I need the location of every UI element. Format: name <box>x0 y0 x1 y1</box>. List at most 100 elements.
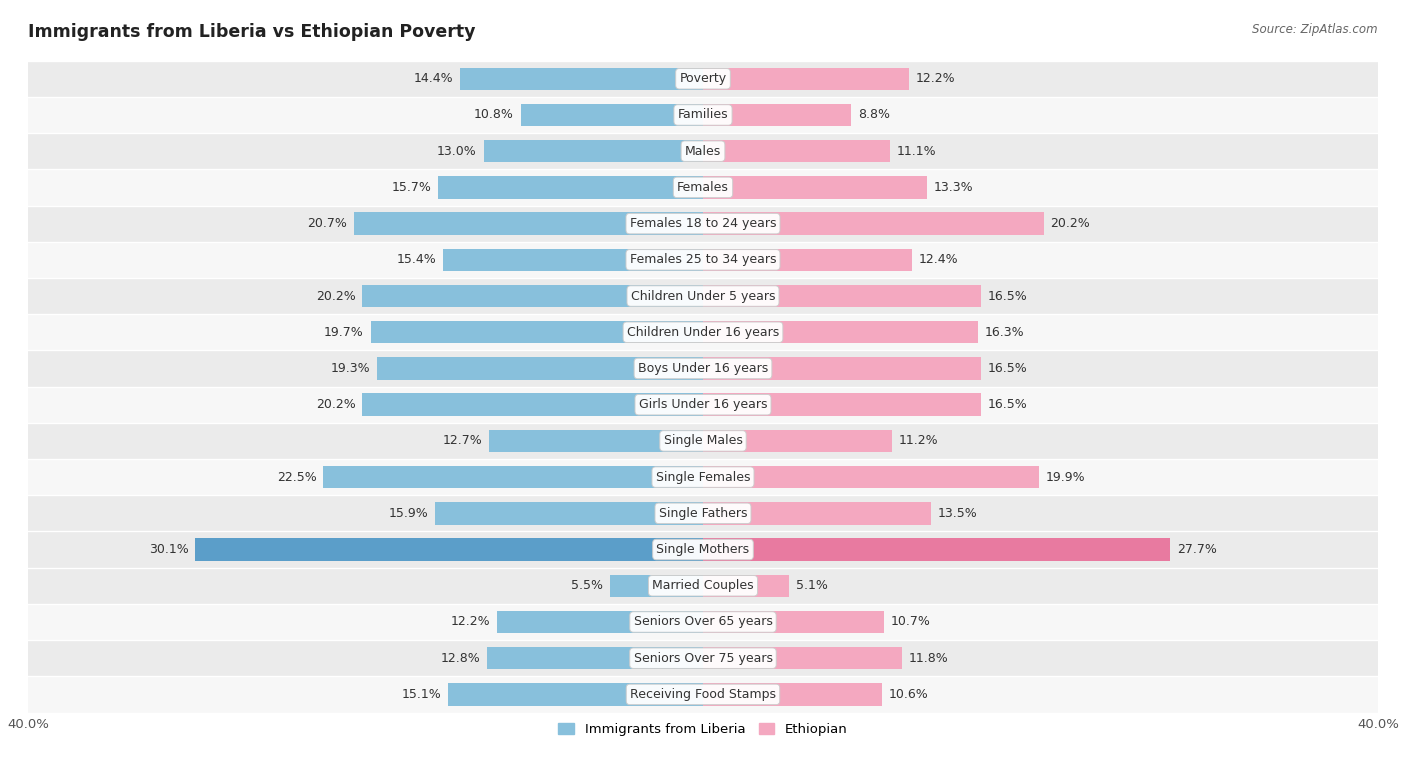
Bar <box>195 538 703 561</box>
Text: Single Mothers: Single Mothers <box>657 543 749 556</box>
Bar <box>449 683 703 706</box>
Bar <box>377 357 703 380</box>
Text: 15.1%: 15.1% <box>402 688 441 701</box>
Bar <box>28 133 1378 169</box>
Text: 13.3%: 13.3% <box>934 181 974 194</box>
Bar <box>28 640 1378 676</box>
Bar <box>703 683 882 706</box>
Text: 14.4%: 14.4% <box>413 72 453 85</box>
Bar <box>703 538 1170 561</box>
Text: 11.8%: 11.8% <box>908 652 949 665</box>
Text: Seniors Over 75 years: Seniors Over 75 years <box>634 652 772 665</box>
Text: Receiving Food Stamps: Receiving Food Stamps <box>630 688 776 701</box>
Text: 12.8%: 12.8% <box>440 652 481 665</box>
Text: 5.1%: 5.1% <box>796 579 828 592</box>
Bar <box>489 430 703 452</box>
Bar <box>486 647 703 669</box>
Bar <box>28 676 1378 713</box>
Bar <box>354 212 703 235</box>
Text: 30.1%: 30.1% <box>149 543 188 556</box>
Text: Girls Under 16 years: Girls Under 16 years <box>638 398 768 411</box>
Bar <box>703 611 883 633</box>
Text: 19.9%: 19.9% <box>1046 471 1085 484</box>
Bar <box>703 67 908 90</box>
Bar <box>28 314 1378 350</box>
Text: Immigrants from Liberia vs Ethiopian Poverty: Immigrants from Liberia vs Ethiopian Pov… <box>28 23 475 41</box>
Bar <box>28 568 1378 604</box>
Bar <box>28 531 1378 568</box>
Bar <box>28 242 1378 278</box>
Bar <box>28 531 1378 568</box>
Text: 12.2%: 12.2% <box>451 615 491 628</box>
Bar <box>371 321 703 343</box>
Bar <box>703 575 789 597</box>
Bar <box>28 61 1378 97</box>
Legend: Immigrants from Liberia, Ethiopian: Immigrants from Liberia, Ethiopian <box>553 718 853 742</box>
Text: Seniors Over 65 years: Seniors Over 65 years <box>634 615 772 628</box>
Text: 16.5%: 16.5% <box>988 290 1028 302</box>
Text: 8.8%: 8.8% <box>858 108 890 121</box>
Text: Single Fathers: Single Fathers <box>659 507 747 520</box>
Text: Boys Under 16 years: Boys Under 16 years <box>638 362 768 375</box>
Text: 12.2%: 12.2% <box>915 72 955 85</box>
Bar <box>703 104 852 126</box>
Bar <box>703 430 891 452</box>
Bar <box>323 466 703 488</box>
Text: 10.7%: 10.7% <box>890 615 931 628</box>
Bar <box>703 249 912 271</box>
Bar <box>520 104 703 126</box>
Bar <box>28 169 1378 205</box>
Bar <box>28 604 1378 640</box>
Text: Single Females: Single Females <box>655 471 751 484</box>
Text: 16.3%: 16.3% <box>984 326 1025 339</box>
Text: Poverty: Poverty <box>679 72 727 85</box>
Bar <box>703 140 890 162</box>
Text: 16.5%: 16.5% <box>988 362 1028 375</box>
Bar <box>703 285 981 307</box>
Bar <box>703 502 931 525</box>
Text: 11.2%: 11.2% <box>898 434 938 447</box>
Bar <box>28 278 1378 314</box>
Bar <box>460 67 703 90</box>
Bar <box>703 357 981 380</box>
Text: 20.7%: 20.7% <box>307 217 347 230</box>
Bar <box>498 611 703 633</box>
Text: 20.2%: 20.2% <box>316 398 356 411</box>
Text: 10.6%: 10.6% <box>889 688 928 701</box>
Text: 19.3%: 19.3% <box>330 362 371 375</box>
Text: Single Males: Single Males <box>664 434 742 447</box>
Text: Females: Females <box>678 181 728 194</box>
Text: Females 18 to 24 years: Females 18 to 24 years <box>630 217 776 230</box>
Bar <box>703 176 928 199</box>
Bar <box>703 321 979 343</box>
Text: 15.4%: 15.4% <box>396 253 436 266</box>
Text: 15.7%: 15.7% <box>391 181 432 194</box>
Bar <box>28 459 1378 495</box>
Bar <box>28 495 1378 531</box>
Bar <box>484 140 703 162</box>
Bar <box>28 423 1378 459</box>
Bar <box>28 97 1378 133</box>
Bar <box>703 212 1043 235</box>
Text: Children Under 16 years: Children Under 16 years <box>627 326 779 339</box>
Bar <box>703 393 981 416</box>
Text: Females 25 to 34 years: Females 25 to 34 years <box>630 253 776 266</box>
Text: 19.7%: 19.7% <box>325 326 364 339</box>
Text: 22.5%: 22.5% <box>277 471 316 484</box>
Bar <box>443 249 703 271</box>
Text: Children Under 5 years: Children Under 5 years <box>631 290 775 302</box>
Text: Married Couples: Married Couples <box>652 579 754 592</box>
Bar <box>28 350 1378 387</box>
Bar <box>28 387 1378 423</box>
Bar <box>28 205 1378 242</box>
Text: 11.1%: 11.1% <box>897 145 936 158</box>
Text: Source: ZipAtlas.com: Source: ZipAtlas.com <box>1253 23 1378 36</box>
Text: 27.7%: 27.7% <box>1177 543 1218 556</box>
Bar <box>434 502 703 525</box>
Text: 13.0%: 13.0% <box>437 145 477 158</box>
Bar <box>439 176 703 199</box>
Text: 12.4%: 12.4% <box>920 253 959 266</box>
Bar <box>363 285 703 307</box>
Text: 16.5%: 16.5% <box>988 398 1028 411</box>
Text: Families: Families <box>678 108 728 121</box>
